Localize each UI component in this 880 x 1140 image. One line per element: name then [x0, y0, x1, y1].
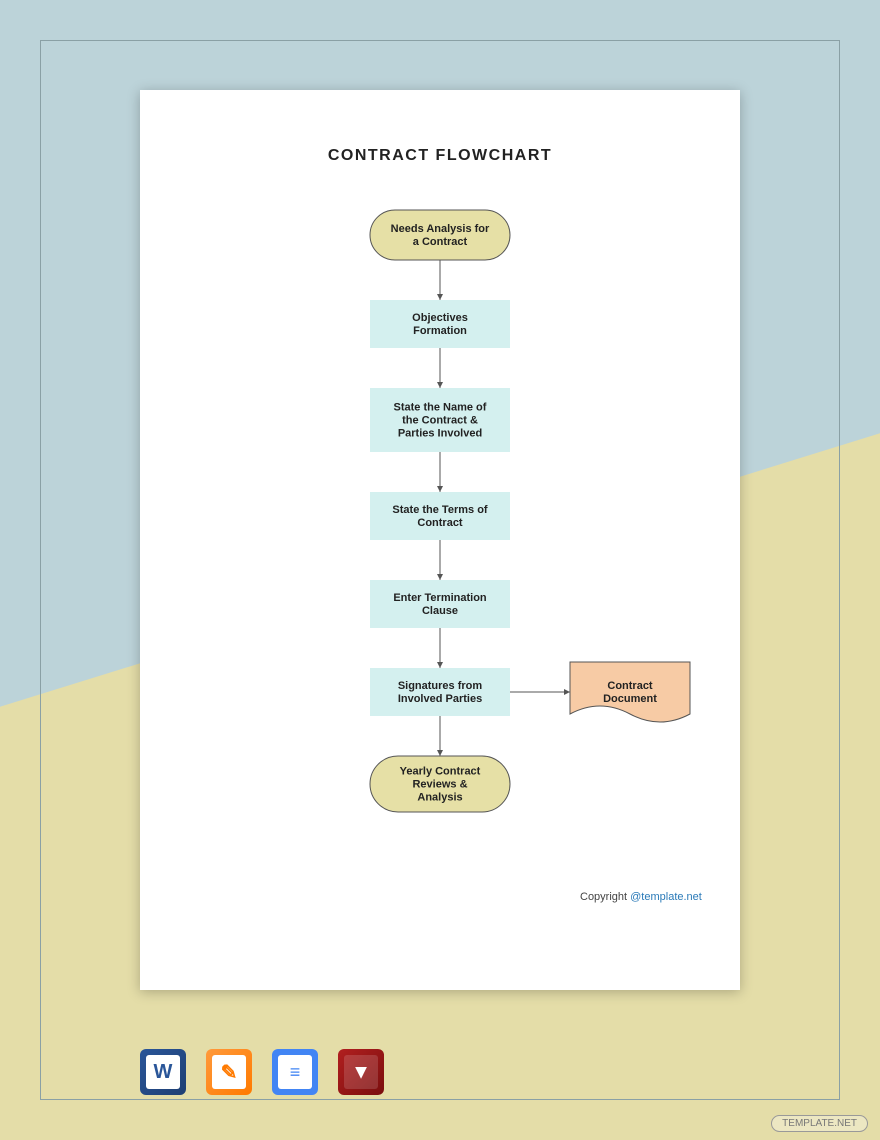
flow-node-n6: Signatures fromInvolved Parties: [370, 668, 510, 716]
node-label: Contract: [417, 517, 463, 529]
node-label: Involved Parties: [398, 693, 482, 705]
watermark-badge: TEMPLATE.NET: [771, 1115, 868, 1132]
node-label: Formation: [413, 325, 467, 337]
word-icon[interactable]: [140, 1049, 186, 1095]
flowchart-title: CONTRACT FLOWCHART: [328, 147, 552, 164]
flow-node-d1: ContractDocument: [570, 662, 690, 722]
flow-node-n3: State the Name ofthe Contract &Parties I…: [370, 388, 510, 452]
copyright-link[interactable]: @template.net: [630, 891, 702, 903]
node-label: Yearly Contract: [400, 766, 481, 778]
node-label: State the Terms of: [392, 504, 487, 516]
node-label: Reviews &: [412, 779, 467, 791]
node-label: Needs Analysis for: [391, 223, 490, 235]
node-label: Signatures from: [398, 680, 483, 692]
node-label: the Contract &: [402, 415, 478, 427]
pdf-icon[interactable]: [338, 1049, 384, 1095]
google-docs-icon[interactable]: [272, 1049, 318, 1095]
node-label: Analysis: [417, 792, 462, 804]
node-label: Clause: [422, 605, 458, 617]
flow-node-n7: Yearly ContractReviews &Analysis: [370, 756, 510, 812]
pages-icon[interactable]: [206, 1049, 252, 1095]
flow-node-n1: Needs Analysis fora Contract: [370, 210, 510, 260]
node-label: Document: [603, 693, 657, 705]
node-label: State the Name of: [394, 402, 487, 414]
node-label: Enter Termination: [393, 592, 487, 604]
file-format-icons: [140, 1049, 384, 1095]
node-label: Parties Involved: [398, 428, 482, 440]
flowchart-svg: CONTRACT FLOWCHART Needs Analysis fora Co…: [140, 90, 740, 990]
flow-node-n4: State the Terms ofContract: [370, 492, 510, 540]
node-label: Contract: [607, 680, 653, 692]
node-label: Objectives: [412, 312, 468, 324]
flow-node-n5: Enter TerminationClause: [370, 580, 510, 628]
flow-node-n2: ObjectivesFormation: [370, 300, 510, 348]
copyright-text: Copyright @template.net: [580, 891, 702, 903]
document-paper: CONTRACT FLOWCHART Needs Analysis fora Co…: [140, 90, 740, 990]
node-label: a Contract: [413, 236, 468, 248]
